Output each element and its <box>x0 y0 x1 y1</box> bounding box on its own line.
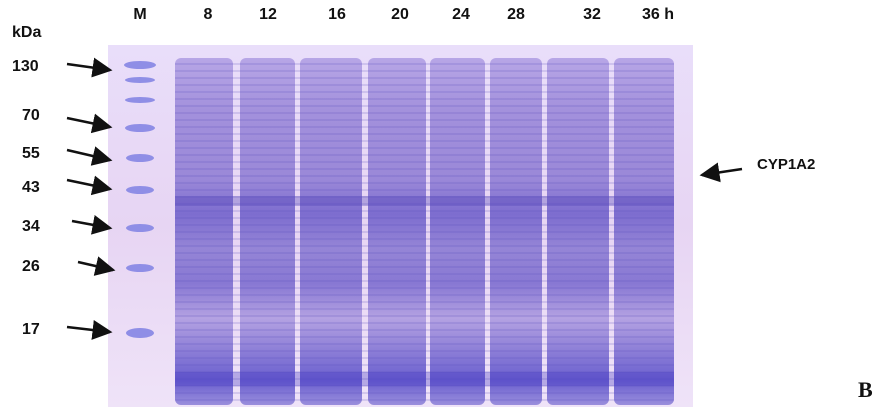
marker-label: 55 <box>22 145 40 162</box>
lane-label: 24 <box>452 6 470 23</box>
lane-label: 12 <box>259 6 277 23</box>
unit-label: kDa <box>12 24 41 41</box>
marker-label: 26 <box>22 258 40 275</box>
marker-label: 34 <box>22 218 40 235</box>
lane-label: 8 <box>204 6 213 23</box>
sample-lanes <box>175 58 674 405</box>
lane-label: 32 <box>583 6 601 23</box>
gel-figure: kDa M 8 12 16 20 24 28 32 36 h 130 70 55… <box>0 0 882 410</box>
marker-label: 70 <box>22 107 40 124</box>
protein-annotation: CYP1A2 <box>757 156 815 173</box>
lane-label: M <box>133 6 146 23</box>
marker-label: 43 <box>22 179 40 196</box>
marker-label: 130 <box>12 58 39 75</box>
lane-label: 16 <box>328 6 346 23</box>
lane-label: 36 h <box>642 6 674 23</box>
marker-label: 17 <box>22 321 40 338</box>
lane-label: 20 <box>391 6 409 23</box>
panel-label: B <box>858 377 873 402</box>
lane-label: 28 <box>507 6 525 23</box>
